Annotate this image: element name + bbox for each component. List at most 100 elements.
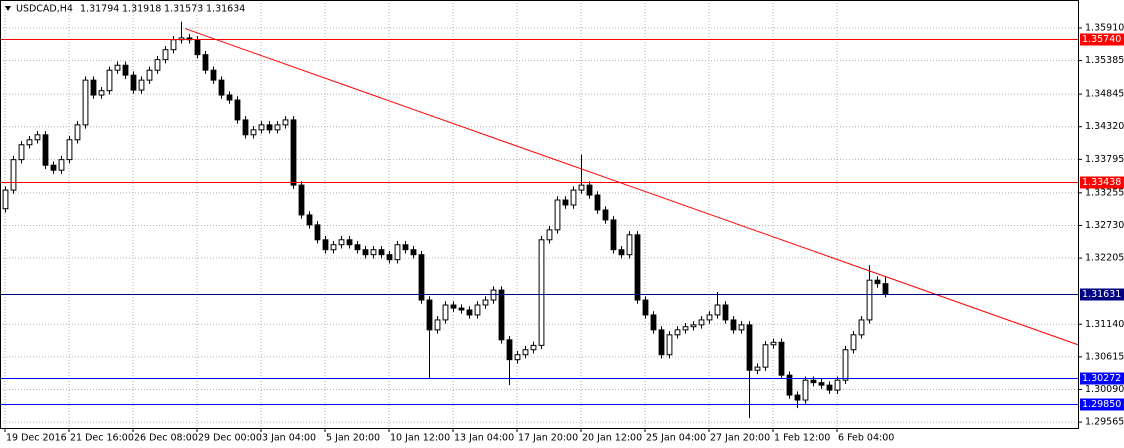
candle-body: [730, 319, 737, 331]
candle-body: [394, 244, 401, 261]
candle-body: [826, 384, 833, 391]
candle-body: [90, 79, 97, 96]
candle-body: [682, 326, 689, 331]
candle-body: [66, 139, 73, 161]
candle-body: [770, 341, 777, 346]
candle-body: [282, 119, 289, 126]
candle-body: [482, 299, 489, 306]
candle-body: [562, 199, 569, 206]
candle-body: [346, 239, 353, 246]
candle-body: [354, 244, 361, 251]
candle-body: [242, 119, 249, 136]
x-tick-label: 29 Dec 00:00: [198, 433, 262, 444]
candle-body: [18, 144, 25, 161]
menu-arrow[interactable]: [5, 6, 11, 11]
candle-body: [98, 90, 105, 96]
candle-body: [162, 49, 169, 61]
level-label-box: [1080, 288, 1124, 301]
candle-body: [234, 99, 241, 121]
candle-body: [290, 119, 297, 186]
candle-body: [698, 319, 705, 326]
candle-body: [138, 79, 145, 91]
candle-body: [226, 94, 233, 101]
x-tick-label: 13 Jan 04:00: [454, 433, 514, 444]
candle-body: [250, 129, 257, 136]
x-tick-label: 3 Jan 04:00: [262, 433, 316, 444]
candle-body: [418, 254, 425, 301]
candle-body: [762, 344, 769, 368]
candle-body: [426, 299, 433, 331]
header-low: 1.31573: [164, 4, 203, 15]
x-tick-label: 6 Feb 04:00: [838, 433, 894, 444]
plot: [0, 21, 1079, 419]
candle-body: [594, 194, 601, 211]
candle-body: [802, 379, 809, 401]
y-tick-label: 1.34320: [1085, 121, 1124, 132]
candle-body: [498, 289, 505, 341]
candle-body: [194, 39, 201, 56]
candle-body: [722, 304, 729, 321]
candle-body: [586, 184, 593, 196]
candle-body: [314, 224, 321, 241]
candle-body: [82, 79, 89, 126]
candle-body: [778, 341, 785, 376]
level-label-box: [1080, 176, 1124, 189]
x-tick-label: 19 Dec 2016: [6, 433, 67, 444]
header-close: 1.31634: [206, 4, 245, 15]
candle-body: [610, 219, 617, 251]
candle-body: [50, 164, 57, 171]
candle-body: [746, 324, 753, 371]
x-tick-label: 21 Dec 16:00: [70, 433, 134, 444]
x-tick-label: 26 Dec 08:00: [134, 433, 198, 444]
level-label: 1.30272: [1082, 373, 1121, 384]
level-label-box: [1080, 372, 1124, 385]
x-tick-label: 25 Jan 04:00: [646, 433, 706, 444]
candle-body: [850, 334, 857, 351]
candle-body: [810, 379, 817, 384]
x-tick-label: 5 Jan 20:00: [326, 433, 380, 444]
candle-body: [818, 382, 825, 386]
candle-body: [130, 74, 137, 91]
candle-body: [794, 394, 801, 401]
candle-body: [338, 239, 345, 246]
candle-body: [442, 304, 449, 321]
x-tick-label: 20 Jan 12:00: [582, 433, 642, 444]
header-open: 1.31794: [80, 4, 119, 15]
candle-body: [330, 244, 337, 251]
candle-body: [538, 239, 545, 346]
x-tick-label: 27 Jan 20:00: [710, 433, 770, 444]
candle-body: [378, 249, 385, 256]
candle-body: [74, 124, 81, 141]
candle-body: [642, 299, 649, 316]
candle-body: [34, 134, 41, 141]
candle-body: [210, 69, 217, 81]
candle-body: [490, 289, 497, 301]
candle-body: [578, 184, 585, 191]
candle-body: [738, 324, 745, 331]
candle-body: [306, 214, 313, 226]
y-tick-label: 1.35385: [1085, 55, 1124, 66]
y-tick-label: 1.33255: [1085, 187, 1124, 198]
candle-body: [402, 244, 409, 251]
x-tick-label: 1 Feb 12:00: [774, 433, 830, 444]
candle-body: [666, 334, 673, 356]
x-tick-label: 10 Jan 12:00: [390, 433, 450, 444]
y-tick-label: 1.29565: [1085, 417, 1124, 428]
candle-body: [122, 64, 129, 76]
candle-body: [882, 283, 889, 295]
candle-body: [466, 309, 473, 316]
header-high: 1.31918: [122, 4, 161, 15]
level-label: 1.31631: [1082, 289, 1121, 300]
candle-body: [706, 314, 713, 321]
level-label: 1.35740: [1082, 34, 1121, 45]
level-label: 1.29850: [1082, 399, 1121, 410]
candle-body: [10, 159, 17, 191]
candle-body: [42, 134, 49, 166]
candle-body: [834, 379, 841, 391]
candle-body: [530, 344, 537, 351]
trendline: [184, 28, 1079, 346]
candle-body: [626, 234, 633, 256]
y-tick-label: 1.35910: [1085, 22, 1124, 33]
candle-body: [298, 184, 305, 216]
candle-body: [842, 349, 849, 381]
